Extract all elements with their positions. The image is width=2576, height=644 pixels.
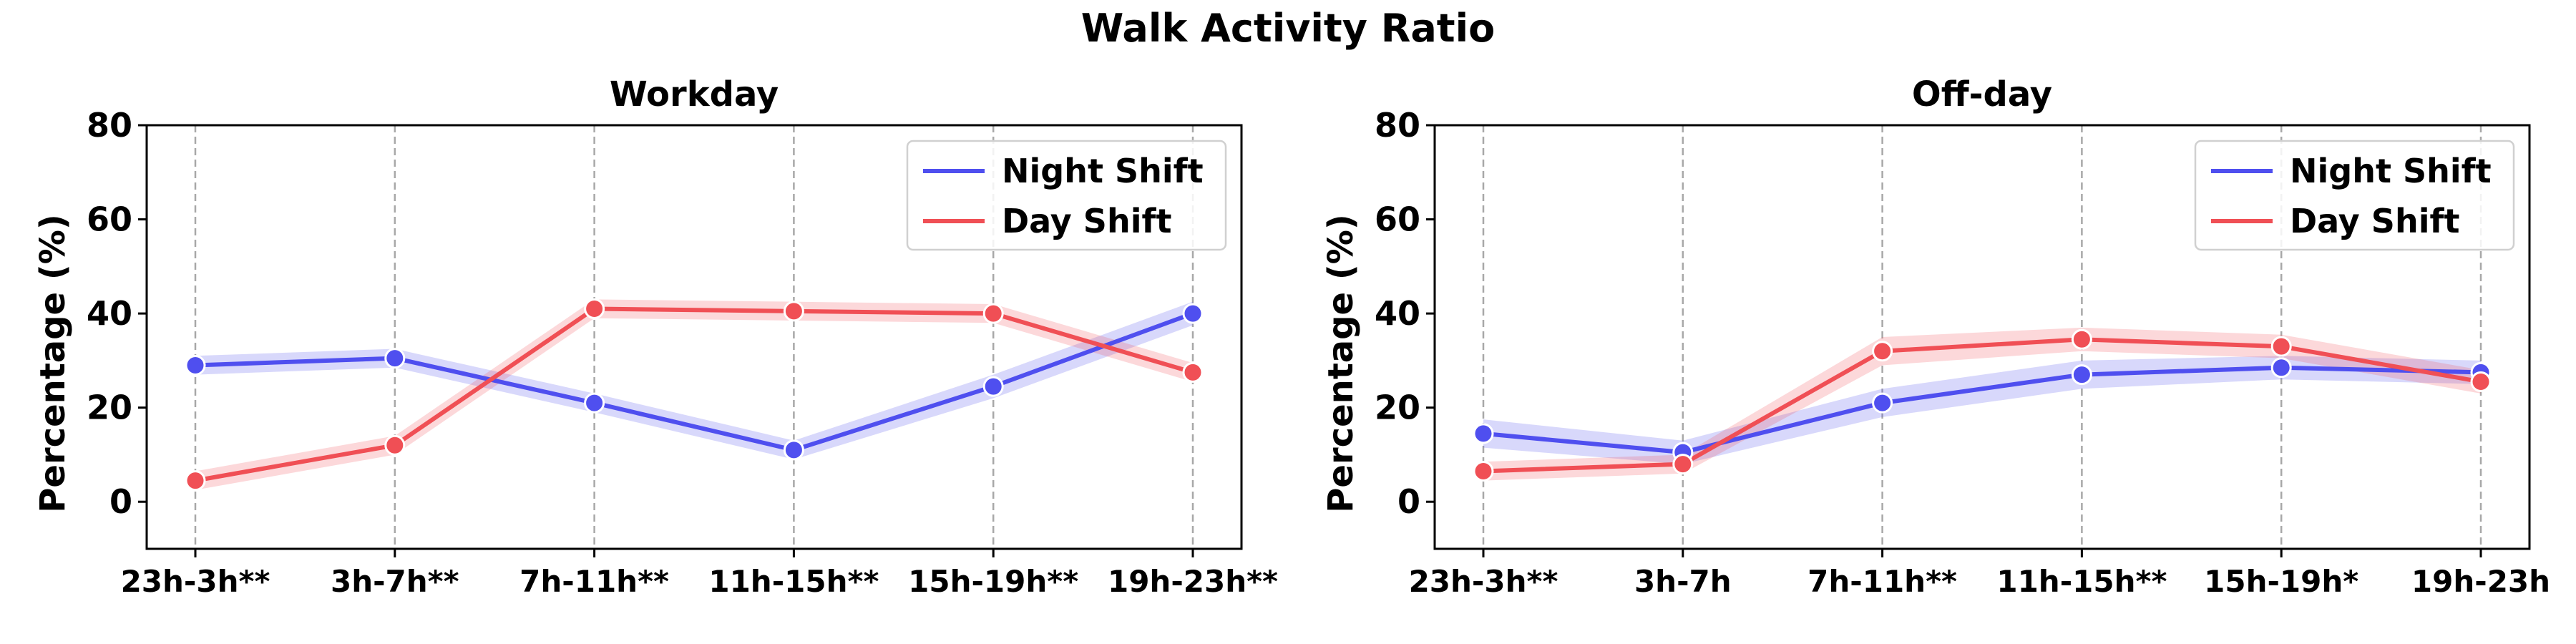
legend-box bbox=[2194, 140, 2515, 251]
data-point-day bbox=[1672, 454, 1694, 475]
y-tick-label: 40 bbox=[1375, 294, 1420, 333]
x-tick-label: 11h-15h** bbox=[1996, 564, 2167, 599]
x-tick-label: 3h-7h** bbox=[331, 564, 459, 599]
axes-frame bbox=[145, 124, 1243, 550]
y-tick-label: 20 bbox=[87, 389, 132, 427]
x-tick-label: 15h-19h* bbox=[2204, 564, 2358, 599]
x-tick-label: 7h-11h** bbox=[519, 564, 669, 599]
data-point-day bbox=[1473, 460, 1494, 482]
data-point-day bbox=[783, 301, 804, 322]
data-point-day bbox=[584, 298, 605, 320]
x-tick-label: 15h-19h** bbox=[908, 564, 1078, 599]
data-point-night bbox=[2270, 357, 2292, 379]
x-tick-label: 23h-3h** bbox=[121, 564, 270, 599]
data-point-day bbox=[384, 434, 406, 456]
x-tick-label: 7h-11h** bbox=[1807, 564, 1957, 599]
y-axis-label: Percentage (%) bbox=[1321, 214, 1361, 513]
legend-label-night: Night Shift bbox=[2290, 152, 2492, 190]
legend-label-day: Day Shift bbox=[2290, 202, 2459, 240]
x-tick-label: 11h-15h** bbox=[708, 564, 879, 599]
figure-title: Walk Activity Ratio bbox=[1081, 6, 1495, 51]
data-point-night bbox=[1182, 303, 1204, 324]
y-tick-label: 60 bbox=[87, 200, 132, 239]
panel-title: Off-day bbox=[1912, 74, 2052, 114]
legend: Night Shift Day Shift bbox=[906, 140, 1227, 251]
panel-off-day: Off-day Percentage (%) 0 20 40 60 80 23h-3h**… bbox=[1321, 74, 2550, 599]
y-tick-label: 80 bbox=[1375, 106, 1420, 145]
panel-title: Workday bbox=[610, 74, 779, 114]
ci-band-day bbox=[195, 299, 1193, 490]
data-point-day bbox=[2470, 371, 2492, 392]
y-tick-label: 20 bbox=[1375, 389, 1420, 427]
data-point-night bbox=[1473, 423, 1494, 444]
plot-area: 0 20 40 60 80 23h-3h** 3h-7h** 7h-11h** 11h-15h*… bbox=[87, 106, 1278, 599]
x-tick-label: 19h-23h** bbox=[1108, 564, 1278, 599]
legend: Night Shift Day Shift bbox=[2194, 140, 2515, 251]
legend-label-day: Day Shift bbox=[1002, 202, 1171, 240]
y-tick-label: 40 bbox=[87, 294, 132, 333]
series-line-night bbox=[195, 311, 1194, 452]
data-point-day bbox=[982, 303, 1004, 324]
y-tick-label: 0 bbox=[1397, 482, 1420, 521]
series-line-day bbox=[1483, 337, 2482, 474]
y-tick-label: 80 bbox=[87, 106, 132, 145]
legend-label-night: Night Shift bbox=[1002, 152, 1204, 190]
data-point-night bbox=[783, 439, 804, 461]
data-point-night bbox=[982, 376, 1004, 397]
data-point-day bbox=[2071, 328, 2092, 350]
data-point-night bbox=[2071, 364, 2092, 386]
x-tick-label: 19h-23h bbox=[2411, 564, 2550, 599]
data-point-day bbox=[1872, 341, 1893, 362]
legend-box bbox=[906, 140, 1227, 251]
y-axis-label: Percentage (%) bbox=[33, 214, 73, 513]
data-point-day bbox=[2270, 336, 2292, 357]
series-line-day bbox=[195, 306, 1194, 483]
data-point-day bbox=[1182, 361, 1204, 383]
data-point-night bbox=[384, 348, 406, 369]
data-point-night bbox=[1872, 392, 1893, 414]
ci-band-day bbox=[1483, 327, 2481, 481]
y-tick-label: 0 bbox=[109, 482, 132, 521]
series-line-night bbox=[1483, 365, 2482, 455]
x-tick-label: 3h-7h bbox=[1634, 564, 1732, 599]
data-point-night bbox=[584, 392, 605, 414]
x-tick-label: 23h-3h** bbox=[1409, 564, 1558, 599]
axes-frame bbox=[1433, 124, 2531, 550]
y-tick-label: 60 bbox=[1375, 200, 1420, 239]
panel-workday: Workday Percentage (%) 0 20 40 60 80 23h-3h**… bbox=[33, 74, 1278, 599]
data-point-night bbox=[185, 354, 206, 376]
data-point-day bbox=[185, 470, 206, 492]
plot-area: 0 20 40 60 80 23h-3h** 3h-7h 7h-11h** 11h-15h** 1… bbox=[1375, 106, 2550, 599]
